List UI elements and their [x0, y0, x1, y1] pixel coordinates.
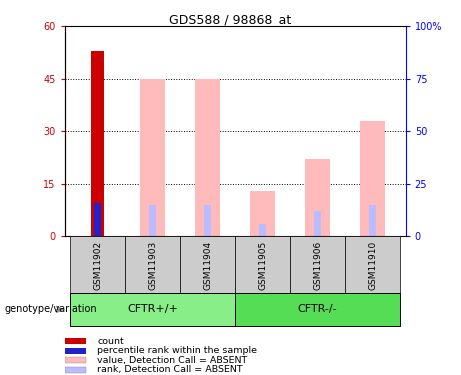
Text: value, Detection Call = ABSENT: value, Detection Call = ABSENT	[97, 356, 248, 365]
Text: GDS588 / 98868_at: GDS588 / 98868_at	[169, 13, 292, 26]
Bar	[65, 338, 86, 344]
Bar	[369, 205, 376, 236]
Bar	[149, 205, 156, 236]
Bar	[305, 159, 330, 236]
Bar	[70, 236, 125, 292]
Bar	[65, 348, 86, 354]
Bar	[125, 236, 180, 292]
Text: genotype/variation: genotype/variation	[5, 304, 97, 314]
Bar	[195, 79, 220, 236]
Bar	[94, 202, 101, 236]
Bar	[260, 224, 266, 236]
Text: percentile rank within the sample: percentile rank within the sample	[97, 346, 257, 355]
Text: GSM11906: GSM11906	[313, 241, 322, 290]
Bar	[235, 236, 290, 292]
Text: GSM11902: GSM11902	[93, 241, 102, 290]
Bar	[345, 236, 400, 292]
Bar	[250, 191, 275, 236]
Bar	[204, 205, 211, 236]
Bar	[314, 211, 321, 236]
Bar	[65, 357, 86, 363]
Bar	[180, 236, 235, 292]
Bar	[235, 292, 400, 326]
Bar	[65, 367, 86, 373]
Bar	[361, 121, 385, 236]
Bar	[91, 51, 104, 236]
Bar	[70, 292, 235, 326]
Bar	[140, 79, 165, 236]
Text: CFTR-/-: CFTR-/-	[298, 304, 337, 314]
Bar	[290, 236, 345, 292]
Text: CFTR+/+: CFTR+/+	[127, 304, 178, 314]
Text: GSM11903: GSM11903	[148, 241, 157, 290]
Text: GSM11905: GSM11905	[258, 241, 267, 290]
Text: GSM11910: GSM11910	[368, 241, 377, 290]
Text: GSM11904: GSM11904	[203, 241, 212, 290]
Bar	[94, 202, 101, 236]
Text: count: count	[97, 337, 124, 346]
Text: rank, Detection Call = ABSENT: rank, Detection Call = ABSENT	[97, 365, 243, 374]
